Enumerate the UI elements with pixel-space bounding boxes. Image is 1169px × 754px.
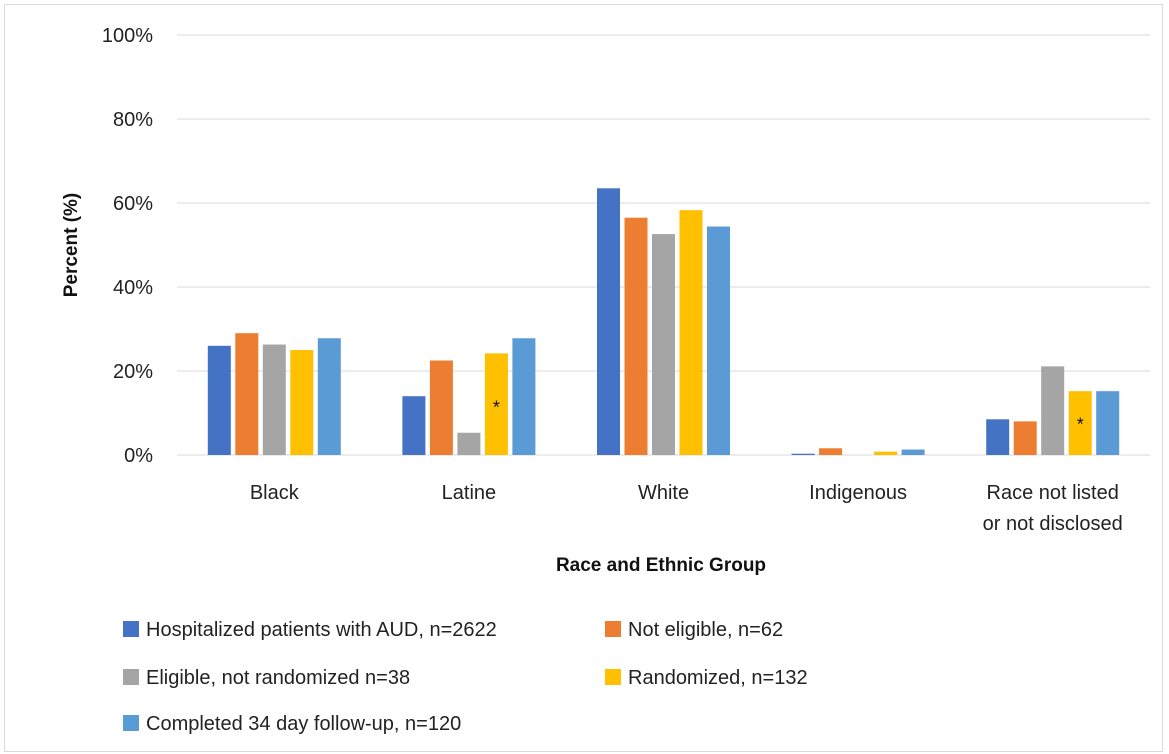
bar-series-3-category-3 — [874, 451, 898, 455]
legend-swatch — [123, 669, 139, 685]
y-tick-label: 40% — [113, 277, 153, 299]
legend-item: Eligible, not randomized n=38 — [123, 667, 410, 689]
legend-label: Completed 34 day follow-up, n=120 — [146, 713, 461, 735]
legend-swatch — [123, 621, 139, 637]
bar-series-4-category-0 — [317, 338, 341, 455]
bar-series-4-category-3 — [901, 449, 925, 455]
x-category-label: Race not listed — [987, 482, 1119, 504]
legend-label: Hospitalized patients with AUD, n=2622 — [146, 619, 497, 641]
y-axis-title: Percent (%) — [61, 193, 82, 298]
legend-swatch — [605, 669, 621, 685]
bar-series-2-category-1 — [457, 432, 481, 455]
y-tick-label: 20% — [113, 361, 153, 383]
bar-series-0-category-3 — [791, 453, 815, 455]
legend-swatch — [123, 715, 139, 731]
x-category-label: White — [638, 482, 689, 504]
legend-item: Not eligible, n=62 — [605, 619, 783, 641]
bar-series-1-category-3 — [819, 448, 843, 455]
legend-label: Randomized, n=132 — [628, 667, 808, 689]
bar-series-0-category-0 — [207, 345, 231, 455]
y-axis-ticks: 0% 20% 40% 60% 80% 100% — [102, 25, 153, 467]
bar-series-3-category-2 — [679, 210, 703, 455]
chart-frame: 0% 20% 40% 60% 80% 100% * * Black Latine White In… — [4, 4, 1163, 752]
legend-item: Randomized, n=132 — [605, 667, 808, 689]
x-category-label: Indigenous — [809, 482, 907, 504]
x-axis-title: Race and Ethnic Group — [556, 555, 766, 576]
bar-series-2-category-4 — [1041, 366, 1065, 455]
significance-asterisk: * — [493, 397, 500, 417]
bar-series-0-category-1 — [402, 396, 426, 455]
bar-series-3-category-1 — [484, 353, 508, 455]
bar-series-3-category-0 — [290, 350, 314, 455]
bar-series-4-category-4 — [1096, 391, 1120, 455]
y-tick-label: 80% — [113, 109, 153, 131]
annotations: ** — [493, 397, 1084, 434]
bar-series-2-category-0 — [262, 344, 286, 455]
bar-series-0-category-2 — [597, 188, 620, 456]
x-category-label: or not disclosed — [983, 513, 1123, 535]
bar-series-1-category-2 — [624, 217, 648, 455]
y-tick-label: 60% — [113, 193, 153, 215]
legend: Hospitalized patients with AUD, n=2622 No… — [123, 619, 808, 735]
y-tick-label: 0% — [124, 445, 153, 467]
bars — [207, 188, 1120, 456]
bar-series-2-category-2 — [652, 234, 675, 455]
significance-asterisk: * — [1077, 414, 1084, 434]
legend-swatch — [605, 621, 621, 637]
x-category-label: Black — [250, 482, 300, 504]
legend-item: Hospitalized patients with AUD, n=2622 — [123, 619, 497, 641]
legend-item: Completed 34 day follow-up, n=120 — [123, 713, 461, 735]
y-tick-label: 100% — [102, 25, 153, 47]
legend-label: Not eligible, n=62 — [628, 619, 783, 641]
bar-series-3-category-4 — [1068, 391, 1092, 455]
bar-series-1-category-0 — [235, 333, 259, 455]
bar-series-4-category-1 — [512, 338, 536, 455]
legend-label: Eligible, not randomized n=38 — [146, 667, 410, 689]
bar-series-1-category-4 — [1013, 421, 1037, 455]
bar-series-1-category-1 — [429, 360, 453, 455]
x-axis-categories: Black Latine White Indigenous Race not liste… — [250, 482, 1123, 535]
x-category-label: Latine — [442, 482, 497, 504]
bar-series-4-category-2 — [707, 226, 730, 455]
grouped-bar-chart: 0%20%40%60%80%100% ** Black Latine White In… — [61, 25, 1150, 735]
bar-series-0-category-4 — [986, 419, 1010, 455]
